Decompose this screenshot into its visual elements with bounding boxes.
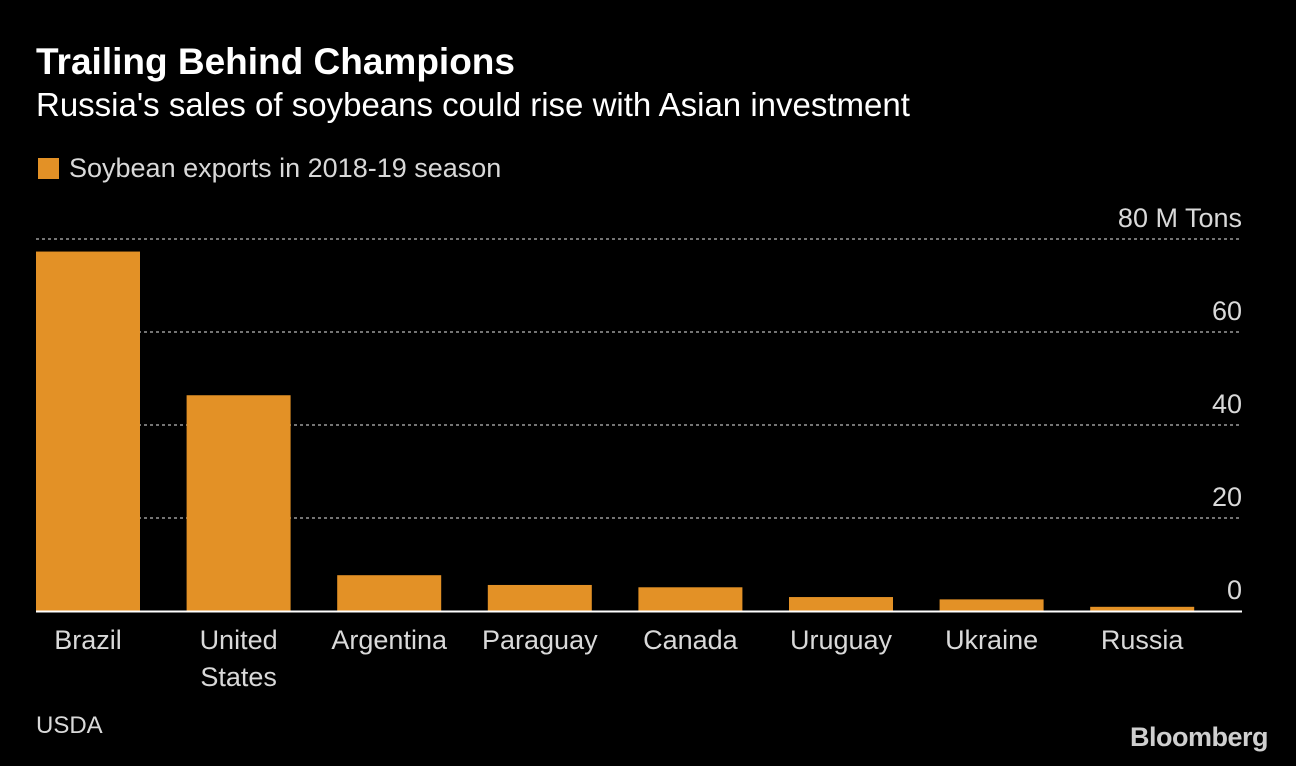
bar [337, 575, 442, 611]
x-tick-label: Ukraine [945, 625, 1038, 655]
bloomberg-logo: Bloomberg [1129, 722, 1269, 752]
x-tick-label: Canada [643, 625, 739, 655]
y-tick-label: 20 [1212, 482, 1242, 512]
x-tick-label-line: Ukraine [945, 625, 1038, 655]
x-tick-label-line: Brazil [54, 625, 122, 655]
x-tick-label-line: Uruguay [790, 625, 893, 655]
x-tick-label-line: Argentina [331, 625, 448, 655]
y-tick-label: 60 [1212, 296, 1242, 326]
x-tick-label-line: Canada [643, 625, 739, 655]
source-note: USDA [36, 712, 103, 739]
x-tick-label: Russia [1101, 625, 1185, 655]
x-tick-label: Brazil [54, 625, 122, 655]
x-tick-label-line: Paraguay [482, 625, 598, 655]
chart-subtitle: Russia's sales of soybeans could rise wi… [36, 86, 910, 123]
bar [789, 597, 893, 611]
x-tick-label: Paraguay [482, 625, 598, 655]
legend-label: Soybean exports in 2018-19 season [69, 152, 502, 183]
bar [939, 599, 1044, 611]
bar [1090, 606, 1195, 611]
bar [487, 584, 592, 611]
legend-swatch [38, 157, 59, 179]
x-tick-label: Uruguay [790, 625, 893, 655]
y-tick-label: 40 [1212, 389, 1242, 419]
x-tick-label-line: United [200, 625, 278, 655]
x-tick-label: United States [200, 625, 278, 692]
chart-title: Trailing Behind Champions [36, 41, 515, 82]
y-tick-label: 80 M Tons [1118, 203, 1242, 233]
x-tick-label: Argentina [331, 625, 448, 655]
bar [36, 251, 140, 611]
x-tick-label-line: States [200, 662, 277, 692]
y-tick-label: 0 [1227, 575, 1242, 605]
bar [638, 587, 743, 611]
bar [186, 395, 291, 611]
x-tick-label-line: Russia [1101, 625, 1185, 655]
legend: Soybean exports in 2018-19 season [38, 150, 501, 186]
